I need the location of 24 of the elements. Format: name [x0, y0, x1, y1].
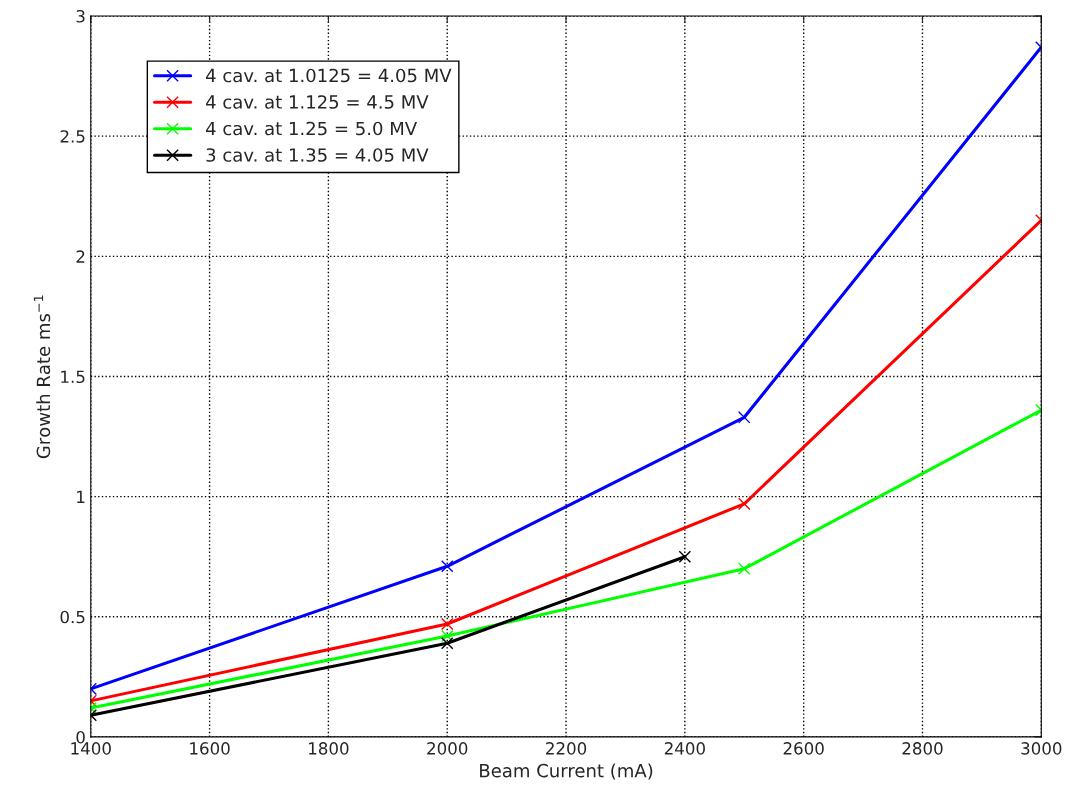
y-tick-label: 2.5 — [60, 130, 85, 143]
x-tick-label: 2800 — [902, 742, 943, 755]
y-tick-label: 1.5 — [61, 370, 85, 384]
legend-label: 4 cav. at 1.0125 = 4.05 MV — [205, 68, 452, 83]
legend-label: 4 cav. at 1.125 = 4.5 MV — [205, 95, 429, 109]
legend-label: 4 cav. at 1.25 = 5.0 MV — [205, 121, 418, 136]
x-tick-label: 2400 — [664, 742, 705, 755]
legend-label: 3 cav. at 1.35 = 4.05 MV — [206, 148, 429, 162]
x-tick-label: 2000 — [427, 742, 468, 755]
x-tick-label: 2600 — [783, 742, 824, 755]
point — [440, 636, 454, 650]
y-tick-label: 1 — [77, 490, 85, 503]
x-tick-label: 1400 — [71, 742, 111, 755]
y-tick-label: 0 — [76, 730, 85, 744]
y-tick-label: 3 — [76, 9, 85, 23]
point — [678, 550, 692, 563]
x-axis-title: Beam Current (mA) — [480, 763, 653, 780]
y-tick-label: 2 — [76, 250, 85, 263]
x-tick-label: 3000 — [1021, 742, 1062, 755]
x-tick-label: 1600 — [190, 742, 230, 755]
x-tick-label: 2200 — [546, 742, 587, 755]
y-tick-label: 0.5 — [60, 610, 85, 624]
y-axis-title: Growth Rate ms$^{−1}$ — [33, 295, 51, 459]
x-tick-label: 1800 — [309, 742, 349, 755]
